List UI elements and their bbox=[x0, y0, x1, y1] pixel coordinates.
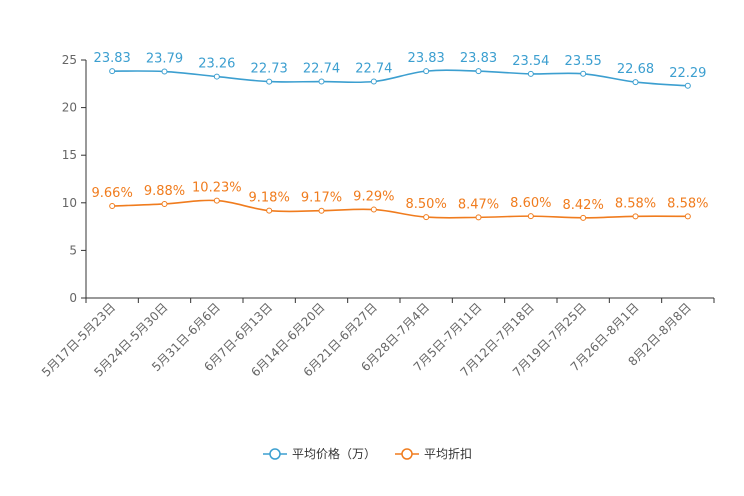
data-point[interactable] bbox=[370, 78, 377, 85]
data-point[interactable] bbox=[266, 78, 273, 85]
y-tick-label: 10 bbox=[62, 196, 77, 210]
data-label: 22.74 bbox=[303, 62, 340, 77]
data-point[interactable] bbox=[109, 203, 116, 210]
data-point[interactable] bbox=[580, 70, 587, 77]
data-point[interactable] bbox=[318, 207, 325, 214]
legend-label-2[interactable]: 平均折扣 bbox=[424, 446, 472, 461]
data-point[interactable] bbox=[370, 206, 377, 213]
data-point[interactable] bbox=[109, 68, 116, 75]
data-label: 23.26 bbox=[198, 57, 235, 72]
data-label: 9.29% bbox=[353, 190, 394, 205]
y-tick-label: 0 bbox=[69, 291, 77, 305]
series-line-2 bbox=[112, 199, 688, 219]
data-point[interactable] bbox=[684, 213, 691, 220]
data-label: 9.66% bbox=[92, 186, 133, 201]
series-line-1 bbox=[112, 69, 688, 87]
data-label: 9.17% bbox=[301, 191, 342, 206]
data-label: 23.54 bbox=[512, 54, 549, 69]
y-tick-label: 15 bbox=[62, 148, 77, 162]
data-label: 8.58% bbox=[667, 196, 708, 211]
data-label: 8.50% bbox=[406, 197, 447, 212]
data-label: 23.83 bbox=[460, 51, 497, 66]
data-label: 8.42% bbox=[563, 198, 604, 213]
data-point[interactable] bbox=[527, 213, 534, 220]
legend-label-1[interactable]: 平均价格（万） bbox=[292, 446, 376, 461]
data-point[interactable] bbox=[423, 68, 430, 75]
data-label: 23.83 bbox=[94, 51, 131, 66]
data-label: 23.55 bbox=[565, 54, 602, 69]
data-label: 8.60% bbox=[510, 196, 551, 211]
legend-marker-icon[interactable] bbox=[401, 448, 413, 460]
y-tick-label: 25 bbox=[62, 53, 77, 67]
y-tick-label: 20 bbox=[62, 101, 77, 115]
legend-marker-icon[interactable] bbox=[269, 448, 281, 460]
data-label: 22.73 bbox=[251, 62, 288, 77]
data-label: 23.79 bbox=[146, 52, 183, 67]
data-point[interactable] bbox=[266, 207, 273, 214]
data-label: 23.83 bbox=[408, 51, 445, 66]
data-label: 9.88% bbox=[144, 184, 185, 199]
data-point[interactable] bbox=[475, 214, 482, 221]
data-point[interactable] bbox=[161, 68, 168, 75]
data-point[interactable] bbox=[318, 78, 325, 85]
data-label: 9.18% bbox=[249, 191, 290, 206]
data-label: 8.58% bbox=[615, 196, 656, 211]
data-label: 22.29 bbox=[669, 66, 706, 81]
data-point[interactable] bbox=[161, 200, 168, 207]
data-point[interactable] bbox=[423, 214, 430, 221]
data-label: 22.68 bbox=[617, 62, 654, 77]
data-label: 22.74 bbox=[355, 62, 392, 77]
y-tick-label: 5 bbox=[69, 243, 77, 257]
data-point[interactable] bbox=[213, 197, 220, 204]
data-point[interactable] bbox=[527, 70, 534, 77]
data-point[interactable] bbox=[632, 79, 639, 86]
data-point[interactable] bbox=[213, 73, 220, 80]
data-point[interactable] bbox=[632, 213, 639, 220]
data-point[interactable] bbox=[475, 68, 482, 75]
data-point[interactable] bbox=[580, 214, 587, 221]
data-point[interactable] bbox=[684, 82, 691, 89]
data-label: 8.47% bbox=[458, 197, 499, 212]
data-label: 10.23% bbox=[192, 181, 242, 196]
